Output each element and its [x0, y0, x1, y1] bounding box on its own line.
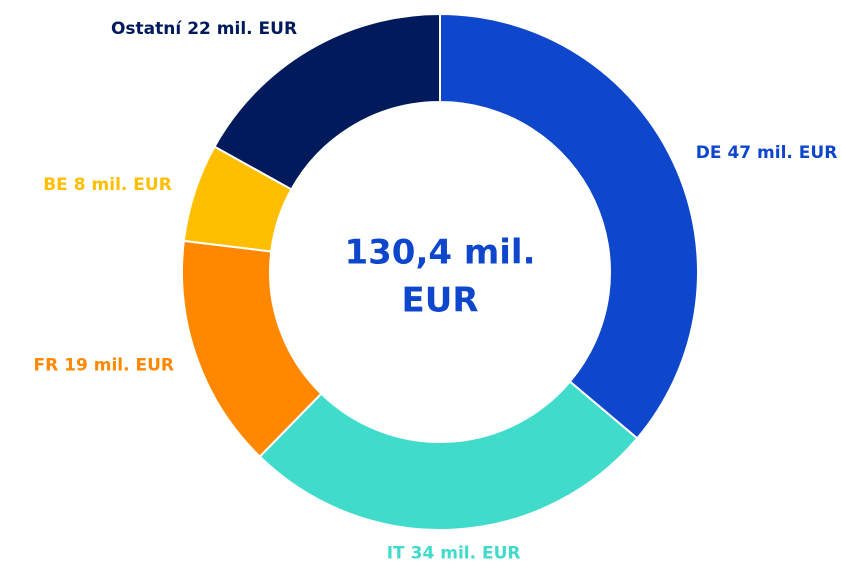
slice-value-label: 34 mil. EUR — [411, 544, 521, 564]
center-label: 130,4 mil. — [344, 233, 535, 273]
center-label: EUR — [401, 281, 478, 321]
slice-label: IT 34 mil. EUR — [387, 544, 521, 564]
donut-slice — [439, 12, 699, 440]
slice-label: BE 8 mil. EUR — [43, 175, 172, 195]
donut-slice — [213, 12, 441, 191]
slice-label: FR 19 mil. EUR — [33, 356, 174, 376]
slice-value-label: 8 mil. EUR — [74, 175, 172, 195]
slice-value-label: 19 mil. EUR — [64, 356, 174, 376]
slice-category: FR — [33, 356, 58, 376]
donut-slice — [258, 380, 639, 531]
slice-category: IT — [387, 544, 405, 564]
slice-value-label: 47 mil. EUR — [727, 143, 837, 163]
slice-category: BE — [43, 175, 68, 195]
slice-category: DE — [696, 143, 722, 163]
slice-label: Ostatní 22 mil. EUR — [111, 19, 297, 39]
slice-category: Ostatní — [111, 19, 182, 39]
slice-label: DE 47 mil. EUR — [696, 143, 838, 163]
slice-value-label: 22 mil. EUR — [187, 19, 297, 39]
